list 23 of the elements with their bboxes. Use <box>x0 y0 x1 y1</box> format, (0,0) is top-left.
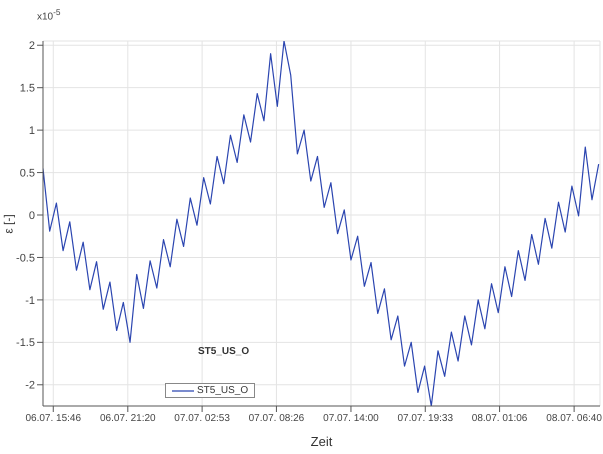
x-tick-label: 07.07. 08:26 <box>248 413 305 424</box>
y-tick-label: 1 <box>28 125 35 138</box>
y-tick-label: -2 <box>25 380 35 392</box>
y-axis-title: ε [-] <box>2 214 16 234</box>
y-tick-label: -1 <box>25 294 35 307</box>
annotation: ST5_US_O <box>198 346 250 357</box>
y-tick-label: 2 <box>28 40 35 52</box>
line-series <box>43 41 600 406</box>
text: x10$^{-5}$ <box>37 7 61 22</box>
legend-label: ST5_US_O <box>197 385 248 396</box>
x-tick-label: 07.07. 02:53 <box>174 413 230 424</box>
x-tick-label: 08.07. 01:06 <box>472 413 528 424</box>
x-tick-label: 06.07. 15:46 <box>25 413 82 424</box>
y-tick-label: 1.5 <box>20 82 35 95</box>
x-tick-label: 07.07. 14:00 <box>323 413 380 424</box>
y-tick-label: -1.5 <box>16 337 35 350</box>
y-tick-label: 0.5 <box>20 167 35 180</box>
y-tick-label: -0.5 <box>16 252 35 264</box>
x-axis-title: Zeit <box>310 434 333 449</box>
y-tick-label: 0 <box>28 210 35 222</box>
x-tick-label: 07.07. 19:33 <box>397 413 454 424</box>
x-tick-label: 08.07. 06:40 <box>546 413 602 424</box>
x-tick-label: 06.07. 21:20 <box>100 413 156 424</box>
